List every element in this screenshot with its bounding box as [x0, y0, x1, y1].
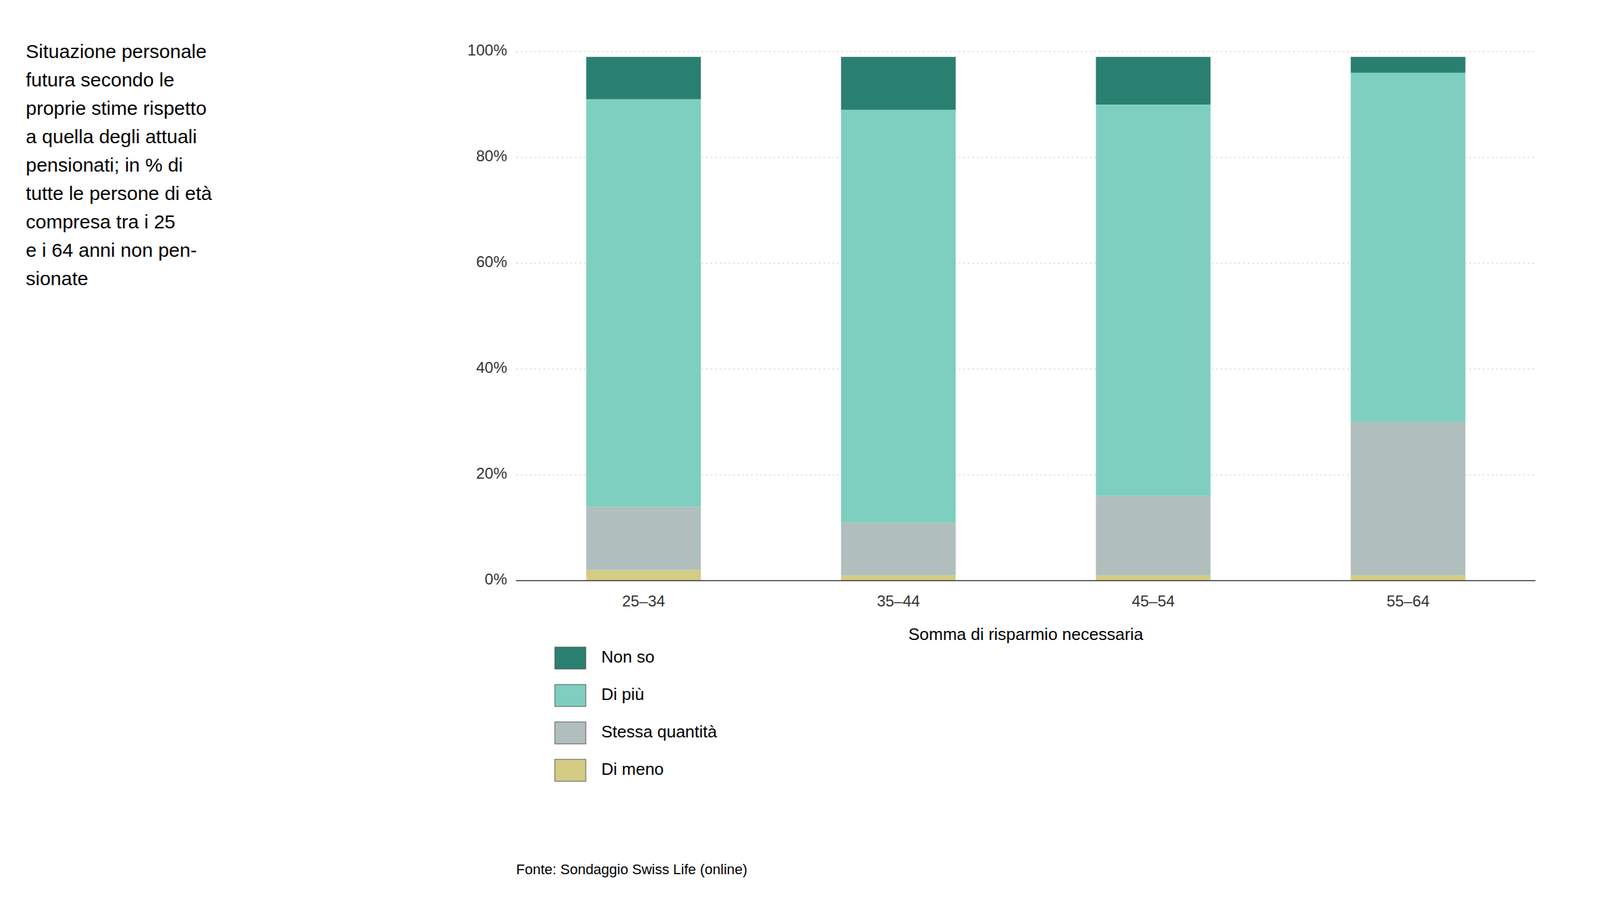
legend-swatch — [554, 721, 586, 744]
bars — [586, 56, 1466, 581]
grid-line — [516, 51, 1536, 53]
title-line: pensionati; in % di — [25, 154, 184, 176]
grid-line — [516, 580, 1536, 582]
bar-segment — [586, 570, 702, 581]
title-line: futura secondo le — [25, 69, 175, 91]
y-tick-label: 100% — [467, 41, 508, 59]
bar-segment — [841, 522, 957, 576]
title-line: a quella degli attuali — [25, 125, 197, 148]
legend-label: Non so — [601, 647, 655, 667]
y-tick-label: 80% — [476, 147, 508, 165]
bar-segment — [1096, 104, 1211, 497]
chart-svg: Situazione personale futura secondo le pro… — [0, 0, 1600, 900]
title-line: Situazione personale — [25, 40, 207, 62]
bar-segment — [841, 109, 957, 523]
legend: Non so Di più Stessa quantità Di meno — [554, 647, 718, 782]
bar-segment — [841, 575, 957, 581]
y-tick-label: 40% — [476, 358, 508, 377]
bar-segment — [1350, 72, 1466, 422]
x-axis-line — [516, 580, 1536, 582]
legend-label: Stessa quantità — [601, 721, 718, 742]
legend-label: Di più — [601, 684, 644, 704]
title: Situazione personale futura secondo le pro… — [25, 40, 213, 290]
x-axis: 25–34 35–44 45–54 55–64 — [516, 580, 1536, 610]
bar-segment — [1350, 575, 1466, 581]
title-line: e i 64 anni non pen- — [25, 239, 197, 261]
x-axis-label: Somma di risparmio necessaria — [908, 624, 1144, 644]
title-line: tutte le persone di età — [25, 182, 213, 204]
legend-swatch — [554, 759, 586, 782]
footer: Fonte: Sondaggio Swiss Life (online) — [516, 861, 748, 878]
y-tick-label: 0% — [484, 570, 508, 588]
x-tick-label: 35–44 — [876, 592, 920, 610]
y-tick-label: 60% — [476, 252, 508, 271]
grid — [516, 51, 1536, 581]
x-tick-label: 45–54 — [1131, 592, 1175, 610]
y-tick-label: 20% — [476, 464, 508, 482]
bar-segment — [1096, 575, 1211, 581]
bar-segment — [586, 99, 702, 507]
bar-segment — [841, 56, 957, 110]
x-tick-label: 25–34 — [621, 592, 666, 610]
bar-segment — [1096, 56, 1211, 105]
bar-segment — [586, 56, 702, 100]
title-line: compresa tra i 25 — [25, 210, 176, 233]
title-line: sionate — [25, 267, 89, 290]
legend-label: Di meno — [601, 759, 664, 779]
bar-segment — [586, 506, 702, 570]
background — [0, 0, 1600, 900]
legend-swatch — [554, 647, 586, 670]
bar-segment — [1350, 56, 1466, 73]
chart-container: Situazione personale futura secondo le pro… — [0, 0, 1600, 900]
title-line: proprie stime rispetto — [25, 97, 207, 119]
x-tick-label: 55–64 — [1386, 592, 1430, 610]
bar-segment — [1096, 496, 1211, 576]
bar-segment — [1350, 421, 1466, 576]
y-axis: 0% 20% 40% 60% 80% 100% — [467, 41, 508, 588]
legend-swatch — [554, 684, 586, 707]
